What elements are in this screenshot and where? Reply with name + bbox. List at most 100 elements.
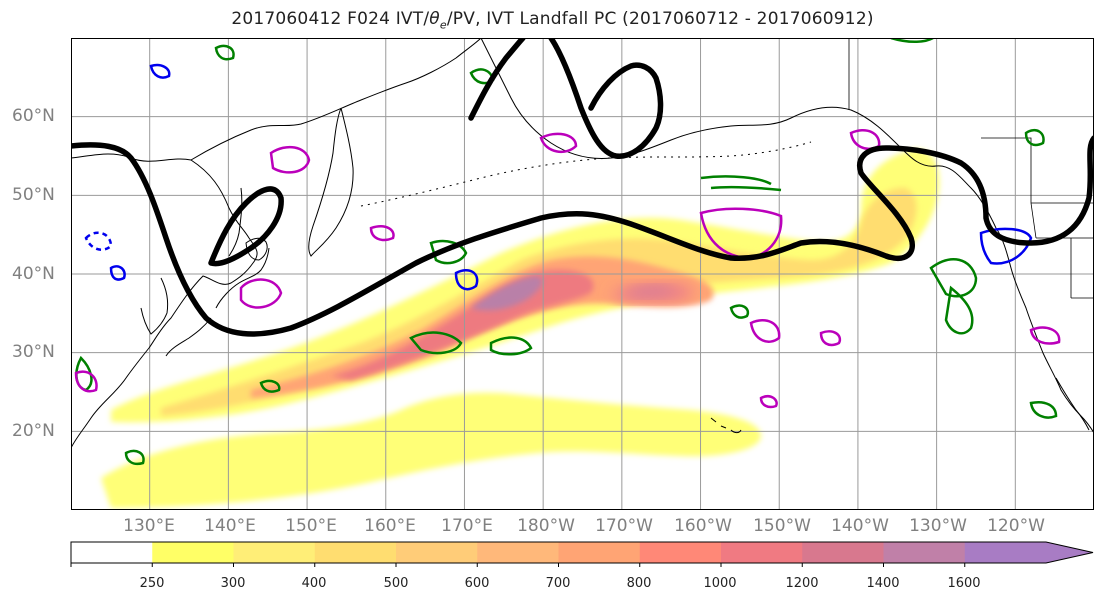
coast-sakhalin [228,187,243,257]
lon-label-130e: 130°E [123,516,175,536]
colorbar-label: 1200 [785,576,819,591]
theta-e-contour [124,449,145,466]
pv-positive-contour [849,129,881,150]
border-us-canada [848,38,1094,299]
ivt-1200-east-core [626,285,676,298]
theta-e-contour [1029,401,1058,419]
title-part-2: /PV, IVT Landfall PC (2017060712 - 20170… [446,9,874,29]
ivt-shading [101,149,940,508]
colorbar-segment [314,542,397,563]
lon-label-150w: 150°W [753,516,811,536]
pv-negative-contour [84,231,113,251]
lon-label-140e: 140°E [204,516,256,536]
map-title: 2017060412 F024 IVT/θe/PV, IVT Landfall … [0,9,1105,31]
pv-negative-contour [979,227,1033,265]
theta-e-contour [259,379,281,393]
pv-positive-contour [749,319,781,343]
lon-label-140w: 140°W [831,516,889,536]
lon-label-120w: 120°W [987,516,1045,536]
coast-japan [165,247,270,357]
theta-e-contour [729,304,750,319]
coast-hawaii [710,417,742,434]
map-area [71,38,1094,510]
ivt-landfall-pc-contour [208,186,284,267]
pv-negative-contour [109,265,126,281]
lon-label-160e: 160°E [364,516,416,536]
pv-positive-contour [699,207,783,260]
pv-positive-contour [539,132,578,154]
colorbar-segment [558,542,641,563]
pv-negative-contour [149,63,171,79]
colorbar-ticks [70,563,966,567]
colorbar-segment [639,542,722,563]
theta-e-contour [944,285,974,335]
lat-label-50n: 50°N [12,185,55,205]
colorbar-segment [721,542,803,563]
lon-label-170w: 170°W [595,516,653,536]
coast-alaska [480,38,997,229]
theta-e-contour [1024,128,1045,147]
colorbar-segment [883,542,966,563]
colorbar-outline [70,541,1094,564]
colorbar-segment [233,542,316,563]
lon-label-160w: 160°W [674,516,732,536]
colorbar-label: 1400 [866,576,900,591]
colorbar-segment [477,542,559,563]
ivt-1400-core [471,276,543,311]
lat-label-30n: 30°N [12,342,55,362]
coast-kamchatka [308,107,354,257]
colorbar-label: 700 [545,576,571,591]
pv-positive-contour [819,330,842,347]
colorbar-label: 1000 [703,576,737,591]
ivt-landfall-pc-contour [71,135,1094,337]
ivt-landfall-pc-contours [71,38,1094,337]
colorbar-segment [71,542,153,563]
theta-e-contour [409,331,463,355]
colorbar-label: 1600 [947,576,981,591]
theta-e-contour [429,239,468,265]
colorbar-segment [152,542,234,563]
lon-label-170e: 170°E [441,516,493,536]
coast-russia-north [190,38,482,161]
colorbar-label: 300 [220,576,246,591]
coast-baja [1055,377,1090,431]
title-part-1: 2017060412 F024 IVT/ [231,9,430,29]
title-theta-subscript: e [439,18,447,32]
coast-korea [140,277,169,335]
lon-label-130w: 130°W [909,516,967,536]
pv-negative-contour [454,269,479,291]
ivt-250-south-band [101,392,761,508]
lon-label-150e: 150°E [285,516,337,536]
pv-positive-contour [1029,326,1061,345]
theta-e-contour [890,38,934,43]
pv-positive-contour [369,225,395,242]
colorbar-segment [396,542,478,563]
colorbar-segments [71,542,1093,563]
lat-label-40n: 40°N [12,264,55,284]
pv-positive-contour [759,395,778,409]
coast-asia [71,153,258,449]
pv-positive-contour [239,278,283,309]
colorbar-extend-arrow [964,542,1093,563]
colorbar-segment [802,542,884,563]
colorbar-label: 600 [464,576,490,591]
pv-positive-contour [74,370,98,393]
map-canvas [71,38,1094,510]
pv-contours [74,63,1061,409]
lat-label-20n: 20°N [12,421,55,441]
theta-e-contour [489,336,533,356]
title-theta: θ [429,9,440,29]
ivt-landfall-pc-contour [468,38,664,159]
coastlines [71,38,1094,449]
theta-e-contour [700,175,782,192]
pv-positive-contour [269,145,311,174]
lon-label-180w: 180°W [517,516,575,536]
coast-hokkaido [245,237,268,261]
colorbar-label: 800 [626,576,652,591]
map-grid [71,38,1094,510]
theta-e-contour [214,44,235,61]
coast-aleutians [360,141,812,207]
colorbar-label: 400 [301,576,327,591]
colorbar-label: 500 [383,576,409,591]
colorbar-label: 250 [139,576,165,591]
